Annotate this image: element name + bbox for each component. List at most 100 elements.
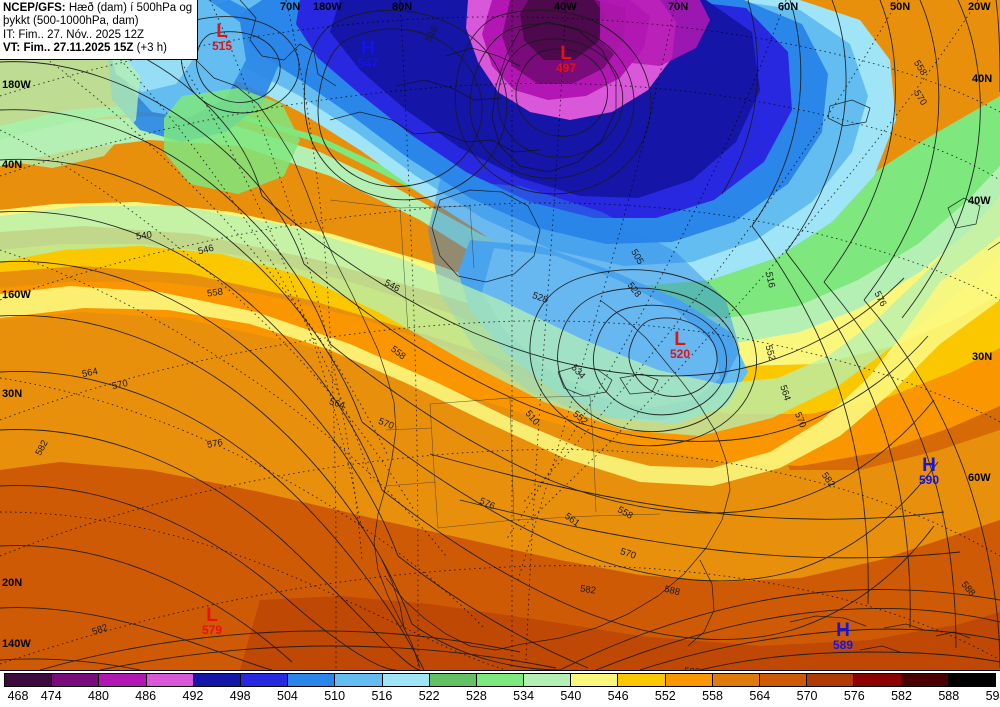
model-label: NCEP/GFS:	[3, 2, 66, 14]
contour-label: 546	[196, 242, 216, 258]
graticule-label-left-20n: 20N	[2, 577, 23, 589]
colorbar-swatch-534	[524, 674, 572, 686]
colorbar-swatch-570	[807, 674, 855, 686]
pressure-center-low-497: L 497	[556, 44, 576, 74]
contour-label: 552	[570, 408, 590, 428]
colorbar-tick-594: 594	[985, 689, 1000, 703]
contour-label: 576	[206, 437, 224, 451]
low-value: 515	[211, 39, 233, 53]
colorbar-tick-492: 492	[182, 689, 204, 703]
title-line-1: NCEP/GFS: Hæð (dam) í 500hPa og	[3, 2, 192, 15]
contour-label: 576	[477, 495, 497, 513]
graticule-label-left-140w: 140W	[2, 638, 31, 650]
colorbar-tick-468: 468	[7, 689, 29, 703]
colorbar-swatch-546	[618, 674, 666, 686]
colorbar-tick-516: 516	[371, 689, 393, 703]
contour-label: 561	[562, 510, 582, 530]
title-valid-time: VT: Fim.. 27.11.2025 15Z (+3 h)	[3, 42, 192, 55]
graticule-label-left-160w: 160W	[2, 289, 31, 301]
map-svg	[0, 0, 1000, 670]
pressure-center-high-547: H 547	[358, 39, 378, 69]
graticule-label-right-30n: 30N	[972, 351, 993, 363]
weather-map[interactable]: 180W 40N 160W 30N 20N 140W 70N 180W 80N …	[0, 0, 1000, 670]
pressure-center-high-590: H 590	[919, 456, 939, 486]
low-letter: L	[216, 21, 228, 42]
colorbar-tick-552: 552	[654, 689, 676, 703]
colorbar-swatch-588	[948, 674, 995, 686]
high-letter: H	[922, 455, 936, 476]
contour-label: 558	[388, 343, 408, 363]
colorbar-swatches	[4, 673, 996, 687]
contour-label: 505	[628, 247, 646, 267]
contour-label: 570	[376, 415, 396, 433]
graticule-label-right-60w: 60W	[968, 472, 991, 484]
high-value: 589	[832, 638, 854, 652]
valid-time-label: VT: Fim.. 27.11.2025 15Z	[3, 42, 134, 55]
high-value: 590	[918, 473, 940, 487]
colorbar-swatch-492	[193, 674, 241, 686]
title-line-1-rest: Hæð (dam) í 500hPa og	[65, 2, 193, 14]
contour-label: 558	[911, 58, 929, 78]
high-letter: H	[361, 38, 375, 59]
contour-label: 540	[135, 229, 153, 243]
colorbar-tick-576: 576	[843, 689, 865, 703]
contour-label: 570	[791, 410, 809, 430]
map-title-box: NCEP/GFS: Hæð (dam) í 500hPa og þykkt (5…	[0, 0, 199, 60]
colorbar-swatch-582	[901, 674, 949, 686]
contour-label: 576	[871, 289, 889, 309]
colorbar-swatch-480	[99, 674, 147, 686]
contour-label: 588	[958, 579, 978, 599]
colorbar-tick-588: 588	[938, 689, 960, 703]
contour-label: 516	[423, 24, 441, 44]
graticule-label-left-30n: 30N	[2, 388, 23, 400]
colorbar-swatch-474	[52, 674, 100, 686]
contour-label: 534	[568, 362, 588, 382]
forecast-hour: (+3 h)	[133, 42, 167, 55]
contour-label: 582	[90, 622, 110, 638]
colorbar-swatch-504	[288, 674, 336, 686]
graticule-label-top-80n: 80N	[392, 1, 413, 13]
colorbar-tick-522: 522	[418, 689, 440, 703]
contour-label: 510	[522, 408, 542, 428]
colorbar-tick-486: 486	[135, 689, 157, 703]
colorbar-tick-558: 558	[702, 689, 723, 703]
colorbar-tick-528: 528	[465, 689, 487, 703]
contour-label: 570	[618, 546, 638, 562]
high-value: 547	[357, 56, 379, 70]
colorbar-swatch-528	[476, 674, 525, 686]
colorbar-tick-534: 534	[513, 689, 535, 703]
colorbar-swatch-468	[5, 674, 53, 686]
pressure-center-high-589: H 589	[833, 621, 853, 651]
colorbar-tick-474: 474	[40, 689, 62, 703]
pressure-center-low-579: L 579	[202, 606, 222, 636]
graticule-label-top-50n: 50N	[890, 1, 911, 13]
colorbar-swatch-558	[712, 674, 760, 686]
contour-label: 546	[382, 277, 402, 295]
colorbar-swatch-510	[335, 674, 383, 686]
low-letter: L	[674, 329, 686, 350]
graticule-label-left-180w: 180W	[2, 79, 31, 91]
contour-label: 558	[615, 504, 635, 522]
contour-label: 582	[818, 470, 838, 490]
colorbar-swatch-516	[382, 674, 430, 686]
graticule-label-top-180w: 180W	[313, 1, 342, 13]
title-init-time: IT: Fim.. 27. Nóv.. 2025 12Z	[3, 28, 145, 41]
colorbar-tick-570: 570	[796, 689, 818, 703]
colorbar-tick-546: 546	[607, 689, 629, 703]
colorbar-tick-510: 510	[324, 689, 346, 703]
contour-label: 588	[662, 583, 682, 599]
pressure-center-low-520: L 520	[670, 330, 690, 360]
contour-label: 564	[777, 383, 793, 403]
colorbar-swatch-486	[146, 674, 194, 686]
low-letter: L	[206, 605, 218, 626]
colorbar-tick-504: 504	[276, 689, 298, 703]
colorbar-tick-564: 564	[749, 689, 771, 703]
colorbar: 468 474 480 486 492 498 504 510 516 522 528 534 540 5…	[0, 670, 1000, 707]
colorbar-tick-480: 480	[88, 689, 109, 703]
colorbar-swatch-498	[240, 674, 289, 686]
colorbar-swatch-522	[429, 674, 477, 686]
low-value: 497	[555, 61, 577, 75]
contour-label-layer: 516 540 546 558 546 528 516 528 564 570 558 534 576 5…	[33, 24, 978, 670]
low-letter: L	[560, 43, 572, 64]
graticule-label-right-40w: 40W	[968, 195, 991, 207]
